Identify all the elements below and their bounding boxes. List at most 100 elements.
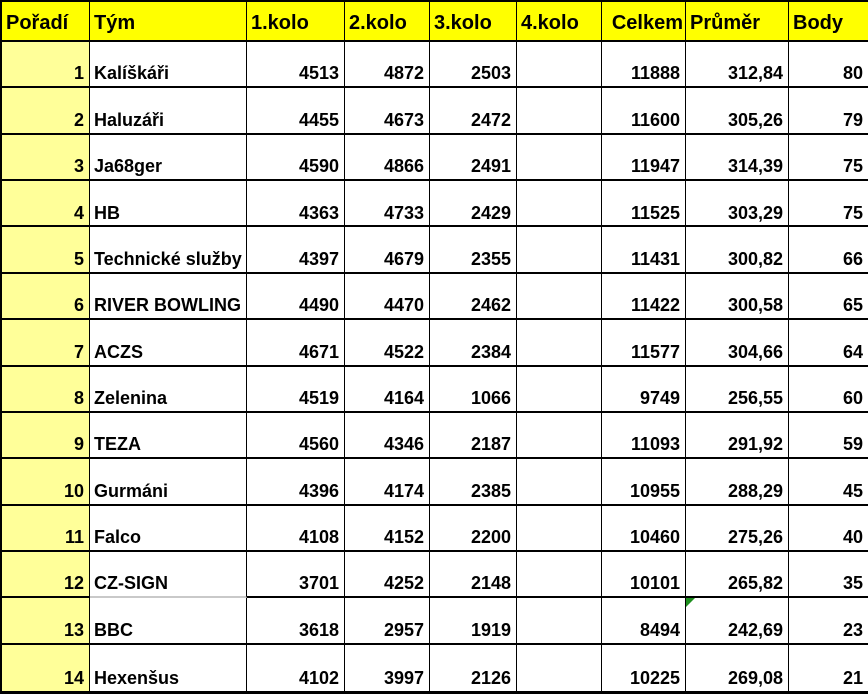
cell-points[interactable]: 59 bbox=[789, 412, 868, 460]
cell-points[interactable]: 75 bbox=[789, 134, 868, 182]
cell-points[interactable]: 21 bbox=[789, 644, 868, 691]
cell-k4[interactable] bbox=[517, 366, 602, 413]
cell-total[interactable]: 11600 bbox=[602, 88, 686, 135]
column-header-avg[interactable]: Průměr bbox=[686, 2, 789, 42]
cell-total[interactable]: 11947 bbox=[602, 134, 686, 182]
cell-total[interactable]: 10225 bbox=[602, 644, 686, 691]
cell-points[interactable]: 23 bbox=[789, 598, 868, 645]
cell-avg[interactable]: 314,39 bbox=[686, 134, 789, 182]
cell-k3[interactable]: 2462 bbox=[430, 273, 517, 321]
cell-avg[interactable]: 265,82 bbox=[686, 551, 789, 599]
cell-points[interactable]: 60 bbox=[789, 366, 868, 413]
cell-k1[interactable]: 4671 bbox=[247, 320, 345, 367]
column-header-total[interactable]: Celkem bbox=[602, 2, 686, 42]
cell-k3[interactable]: 2491 bbox=[430, 134, 517, 182]
cell-avg[interactable]: 300,82 bbox=[686, 227, 789, 274]
cell-k3[interactable]: 1066 bbox=[430, 366, 517, 413]
cell-points[interactable]: 75 bbox=[789, 181, 868, 228]
cell-k3[interactable]: 2472 bbox=[430, 88, 517, 135]
cell-k4[interactable] bbox=[517, 42, 602, 89]
cell-k1[interactable]: 3701 bbox=[247, 551, 345, 599]
cell-k1[interactable]: 4590 bbox=[247, 134, 345, 182]
cell-points[interactable]: 66 bbox=[789, 227, 868, 274]
cell-total[interactable]: 11577 bbox=[602, 320, 686, 367]
cell-k4[interactable] bbox=[517, 134, 602, 182]
cell-total[interactable]: 11431 bbox=[602, 227, 686, 274]
cell-k3[interactable]: 2126 bbox=[430, 644, 517, 691]
cell-team[interactable]: Ja68ger bbox=[90, 134, 247, 182]
cell-team[interactable]: Hexenšus bbox=[90, 644, 247, 691]
cell-team[interactable]: Technické služby bbox=[90, 227, 247, 274]
cell-k1[interactable]: 4560 bbox=[247, 412, 345, 460]
cell-k3[interactable]: 2385 bbox=[430, 459, 517, 506]
cell-avg[interactable]: 288,29 bbox=[686, 459, 789, 506]
column-header-points[interactable]: Body bbox=[789, 2, 868, 42]
cell-k3[interactable]: 2429 bbox=[430, 181, 517, 228]
cell-total[interactable]: 11093 bbox=[602, 412, 686, 460]
cell-avg[interactable]: 256,55 bbox=[686, 366, 789, 413]
cell-k3[interactable]: 2148 bbox=[430, 551, 517, 599]
cell-total[interactable]: 11422 bbox=[602, 273, 686, 321]
cell-total[interactable]: 10955 bbox=[602, 459, 686, 506]
cell-k1[interactable]: 4513 bbox=[247, 42, 345, 89]
cell-k2[interactable]: 4252 bbox=[345, 551, 430, 599]
cell-k4[interactable] bbox=[517, 181, 602, 228]
cell-team[interactable]: Kalíškáři bbox=[90, 42, 247, 89]
cell-team[interactable]: HB bbox=[90, 181, 247, 228]
cell-avg[interactable]: 312,84 bbox=[686, 42, 789, 89]
cell-k1[interactable]: 4108 bbox=[247, 505, 345, 552]
column-header-k4[interactable]: 4.kolo bbox=[517, 2, 602, 42]
cell-k4[interactable] bbox=[517, 273, 602, 321]
cell-team[interactable]: Gurmáni bbox=[90, 459, 247, 506]
cell-total[interactable]: 10460 bbox=[602, 505, 686, 552]
cell-k1[interactable]: 3618 bbox=[247, 598, 345, 645]
column-header-k3[interactable]: 3.kolo bbox=[430, 2, 517, 42]
cell-k3[interactable]: 2384 bbox=[430, 320, 517, 367]
cell-avg[interactable]: 304,66 bbox=[686, 320, 789, 367]
cell-points[interactable]: 80 bbox=[789, 42, 868, 89]
cell-rank[interactable]: 9 bbox=[2, 412, 90, 460]
cell-rank[interactable]: 10 bbox=[2, 459, 90, 506]
cell-k2[interactable]: 4733 bbox=[345, 181, 430, 228]
cell-total[interactable]: 11525 bbox=[602, 181, 686, 228]
cell-team[interactable]: Falco bbox=[90, 505, 247, 552]
cell-avg[interactable]: 269,08 bbox=[686, 644, 789, 691]
cell-k4[interactable] bbox=[517, 551, 602, 599]
cell-avg[interactable]: 242,69 bbox=[686, 598, 789, 645]
cell-k4[interactable] bbox=[517, 505, 602, 552]
cell-k3[interactable]: 1919 bbox=[430, 598, 517, 645]
cell-k2[interactable]: 4522 bbox=[345, 320, 430, 367]
cell-k3[interactable]: 2355 bbox=[430, 227, 517, 274]
cell-rank[interactable]: 6 bbox=[2, 273, 90, 321]
cell-avg[interactable]: 291,92 bbox=[686, 412, 789, 460]
cell-avg[interactable]: 305,26 bbox=[686, 88, 789, 135]
cell-k4[interactable] bbox=[517, 598, 602, 645]
cell-points[interactable]: 65 bbox=[789, 273, 868, 321]
cell-rank[interactable]: 12 bbox=[2, 551, 90, 599]
column-header-team[interactable]: Tým bbox=[90, 2, 247, 42]
column-header-k1[interactable]: 1.kolo bbox=[247, 2, 345, 42]
cell-k4[interactable] bbox=[517, 459, 602, 506]
cell-points[interactable]: 35 bbox=[789, 551, 868, 599]
cell-rank[interactable]: 2 bbox=[2, 88, 90, 135]
cell-k2[interactable]: 3997 bbox=[345, 644, 430, 691]
cell-k4[interactable] bbox=[517, 227, 602, 274]
cell-rank[interactable]: 4 bbox=[2, 181, 90, 228]
cell-k1[interactable]: 4102 bbox=[247, 644, 345, 691]
cell-avg[interactable]: 275,26 bbox=[686, 505, 789, 552]
cell-team[interactable]: CZ-SIGN bbox=[90, 551, 247, 599]
cell-points[interactable]: 64 bbox=[789, 320, 868, 367]
cell-k4[interactable] bbox=[517, 644, 602, 691]
cell-k2[interactable]: 4673 bbox=[345, 88, 430, 135]
cell-rank[interactable]: 11 bbox=[2, 505, 90, 552]
cell-k1[interactable]: 4397 bbox=[247, 227, 345, 274]
cell-k2[interactable]: 2957 bbox=[345, 598, 430, 645]
column-header-rank[interactable]: Pořadí bbox=[2, 2, 90, 42]
cell-team[interactable]: RIVER BOWLING bbox=[90, 273, 247, 321]
cell-rank[interactable]: 7 bbox=[2, 320, 90, 367]
cell-k1[interactable]: 4396 bbox=[247, 459, 345, 506]
cell-k2[interactable]: 4866 bbox=[345, 134, 430, 182]
cell-rank[interactable]: 13 bbox=[2, 598, 90, 645]
cell-rank[interactable]: 8 bbox=[2, 366, 90, 413]
cell-k2[interactable]: 4872 bbox=[345, 42, 430, 89]
